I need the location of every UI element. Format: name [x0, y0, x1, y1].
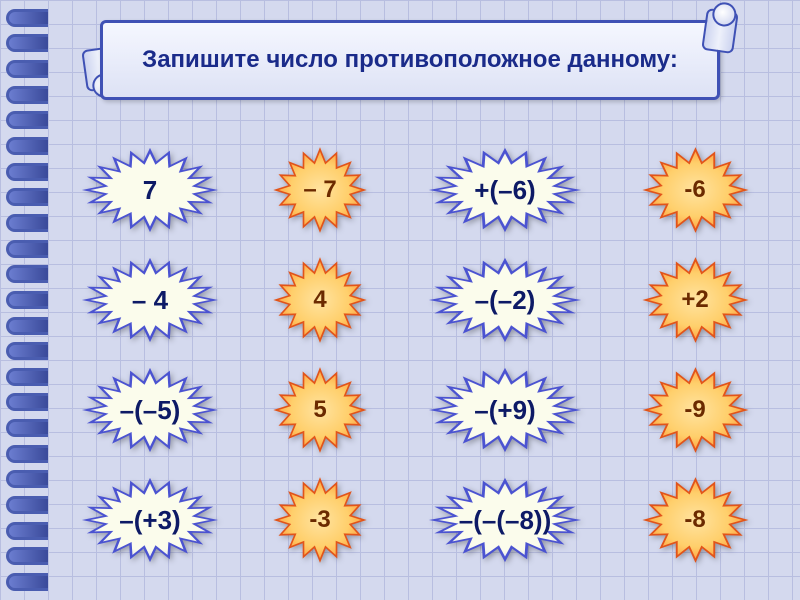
question-label: –(–5) — [120, 395, 181, 426]
answer-label: -3 — [309, 506, 330, 534]
answer-label: 5 — [313, 396, 326, 424]
answer-label: 4 — [313, 286, 326, 314]
question-label: +(–6) — [474, 175, 535, 206]
title-text: Запишите число противоположное данному: — [142, 44, 678, 75]
answer-label: -9 — [684, 396, 705, 424]
question-label: – 4 — [132, 285, 168, 316]
answer-label: – 7 — [303, 176, 336, 204]
question-burst: –(–2) — [410, 255, 600, 345]
question-label: –(+9) — [474, 395, 535, 426]
answer-burst: -6 — [633, 145, 758, 235]
title-banner: Запишите число противоположное данному: — [100, 20, 720, 100]
question-burst: – 4 — [65, 255, 235, 345]
answer-burst: -8 — [633, 475, 758, 565]
answer-burst: -9 — [633, 365, 758, 455]
answer-label: -8 — [684, 506, 705, 534]
question-burst: +(–6) — [410, 145, 600, 235]
answer-burst: 4 — [265, 255, 375, 345]
question-label: –(–2) — [475, 285, 536, 316]
answer-burst: 5 — [265, 365, 375, 455]
answer-burst: -3 — [265, 475, 375, 565]
spiral-binding — [0, 0, 50, 600]
problem-grid: 7 – 7 +(–6) -6 – 4 4 –(–2) +2 –(–5) 5 –(… — [60, 135, 780, 575]
question-burst: –(–(–8)) — [410, 475, 600, 565]
question-burst: –(+3) — [65, 475, 235, 565]
question-burst: 7 — [65, 145, 235, 235]
question-label: –(–(–8)) — [459, 505, 551, 536]
question-burst: –(+9) — [410, 365, 600, 455]
scroll-decoration-right — [701, 8, 739, 54]
answer-label: -6 — [684, 176, 705, 204]
question-burst: –(–5) — [65, 365, 235, 455]
answer-label: +2 — [681, 286, 708, 314]
answer-burst: – 7 — [265, 145, 375, 235]
answer-burst: +2 — [633, 255, 758, 345]
question-label: 7 — [143, 175, 157, 206]
question-label: –(+3) — [119, 505, 180, 536]
